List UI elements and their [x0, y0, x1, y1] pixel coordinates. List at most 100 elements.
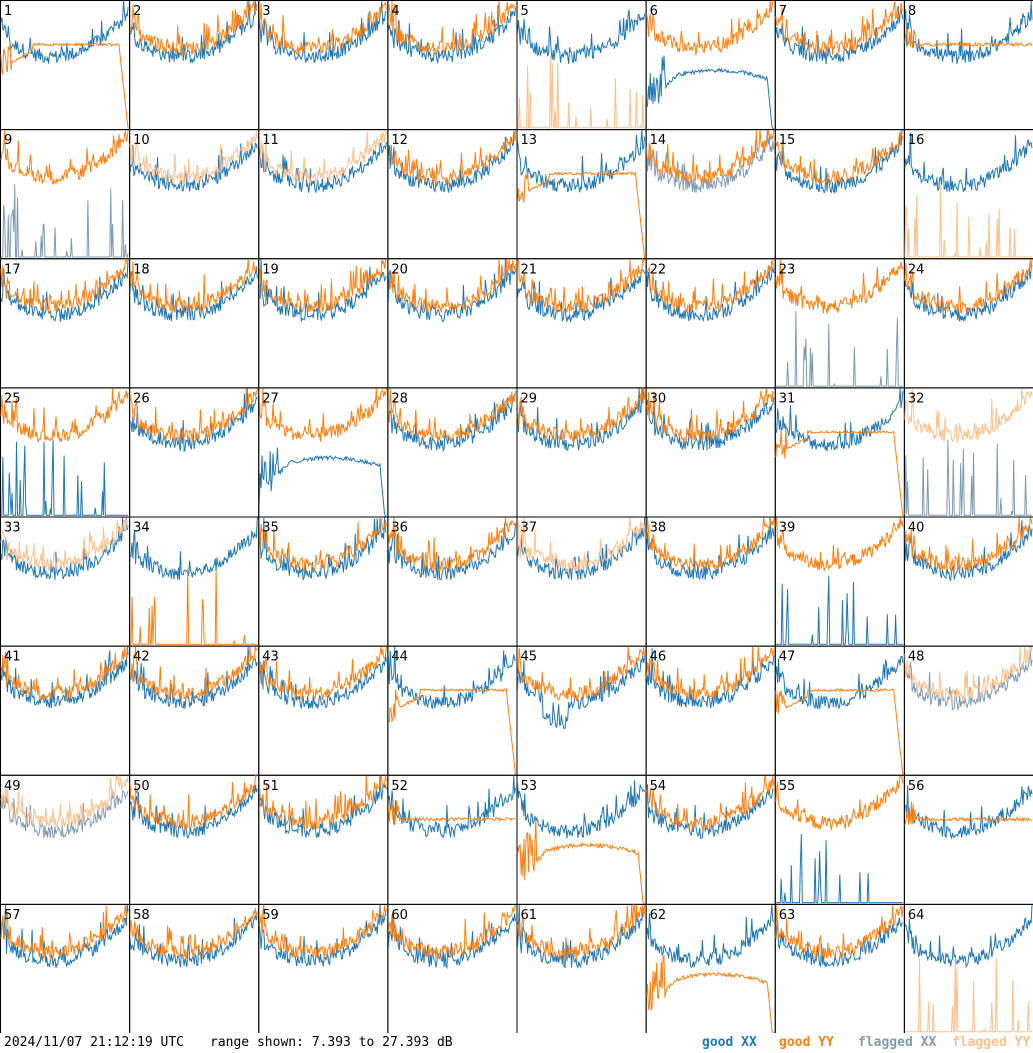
panel-label: 3 [262, 4, 270, 19]
panel-label: 47 [779, 650, 796, 665]
series-xx [0, 517, 129, 580]
series-yy [517, 646, 646, 702]
series-yy [646, 954, 774, 1033]
series-yy [258, 517, 387, 573]
panel-42: 42 [129, 645, 260, 776]
panel-label: 39 [779, 521, 796, 536]
panel-label: 27 [262, 391, 279, 406]
panel-frame [387, 258, 518, 389]
panel-label: 58 [133, 908, 150, 923]
panel-label: 9 [4, 133, 12, 148]
panel-2: 2 [129, 0, 260, 131]
series-xx [775, 655, 904, 710]
panel-1: 1 [0, 0, 131, 131]
series-yy [0, 41, 129, 129]
panel-26: 26 [129, 387, 260, 518]
series-yy [258, 1, 387, 55]
panel-53: 53 [516, 774, 647, 905]
series-yy [0, 518, 129, 572]
series-xx [775, 310, 903, 387]
legend-good-yy: good YY [779, 1035, 834, 1050]
series-yy [904, 957, 1032, 1033]
panel-label: 46 [650, 650, 667, 665]
legend-flagged-yy: flagged YY [952, 1035, 1031, 1050]
series-yy [258, 775, 387, 832]
panel-frame [903, 258, 1033, 389]
series-yy [646, 646, 775, 702]
series-xx [775, 833, 903, 904]
series-xx [904, 265, 1033, 322]
series-xx [258, 447, 387, 517]
series-xx [904, 439, 1032, 516]
series-xx [387, 4, 516, 64]
panel-5: 5 [516, 0, 647, 131]
panel-label: 17 [4, 262, 21, 277]
panel-label: 41 [4, 650, 21, 665]
panel-frame [387, 129, 518, 260]
panel-label: 15 [779, 133, 796, 148]
series-yy [388, 687, 516, 775]
panel-20: 20 [387, 258, 518, 389]
panel-13: 13 [516, 129, 647, 260]
series-xx [0, 0, 129, 64]
series-yy [129, 388, 258, 443]
panel-39: 39 [774, 516, 905, 647]
panel-frame [774, 258, 905, 389]
series-xx [904, 904, 1033, 969]
panel-49: 49 [0, 774, 131, 905]
panel-label: 5 [521, 4, 529, 19]
panel-label: 7 [779, 4, 787, 19]
panel-label: 23 [779, 262, 796, 277]
panel-21: 21 [516, 257, 647, 389]
panel-frame [129, 903, 260, 1033]
series-yy [0, 904, 129, 960]
panel-frame [129, 129, 260, 260]
panel-frame [129, 387, 260, 518]
panel-frame [258, 516, 389, 647]
series-yy [646, 0, 774, 56]
panel-11: 11 [258, 129, 389, 260]
series-yy [904, 646, 1033, 702]
series-xx [646, 55, 774, 130]
panel-19: 19 [258, 258, 389, 389]
series-yy [904, 801, 1033, 826]
panel-label: 60 [391, 908, 408, 923]
panel-51: 51 [258, 774, 389, 905]
panel-23: 23 [774, 258, 905, 389]
panel-label: 21 [521, 262, 538, 277]
panel-label: 42 [133, 650, 150, 665]
panel-27: 27 [258, 387, 389, 518]
legend-good-xx: good XX [702, 1035, 757, 1050]
panel-label: 12 [391, 133, 408, 148]
panel-label: 18 [133, 262, 150, 277]
panel-22: 22 [645, 258, 776, 389]
panel-frame [129, 645, 260, 776]
panel-frame [0, 0, 131, 131]
panel-46: 46 [645, 645, 776, 776]
series-xx [646, 904, 775, 969]
series-yy [904, 517, 1033, 573]
panel-label: 44 [391, 650, 408, 665]
panel-frame [516, 258, 647, 389]
panel-frame [387, 774, 518, 905]
panel-8: 8 [903, 0, 1033, 131]
panel-label: 51 [262, 779, 279, 794]
legend-flagged-xx: flagged XX [858, 1035, 937, 1050]
series-yy [258, 904, 387, 959]
panel-59: 59 [258, 903, 389, 1033]
panel-frame [516, 387, 647, 518]
panel-label: 63 [779, 908, 796, 923]
panel-44: 44 [387, 645, 518, 776]
series-xx [775, 129, 903, 195]
series-xx [1, 184, 129, 258]
panel-30: 30 [645, 387, 776, 518]
series-yy [129, 0, 258, 56]
series-xx [775, 6, 904, 64]
range-label: range shown: 7.393 to 27.393 dB [210, 1035, 453, 1050]
panel-frame [903, 0, 1033, 131]
panel-label: 32 [908, 391, 925, 406]
panel-label: 30 [650, 391, 667, 406]
panel-label: 34 [133, 521, 150, 536]
series-yy [387, 388, 516, 442]
series-yy [775, 259, 904, 314]
